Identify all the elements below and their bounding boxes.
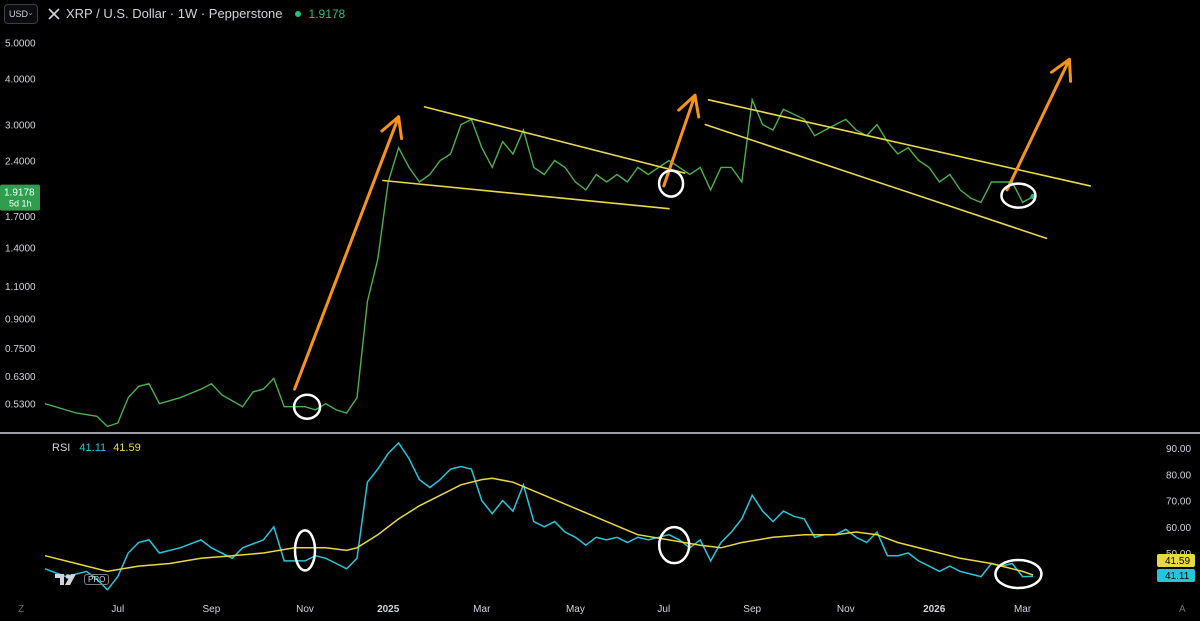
x-axis-label: Jul [657, 604, 670, 615]
price-tick-label: 0.7500 [5, 344, 36, 355]
symbol-name: XRP / U.S. Dollar · 1W · Pepperstone [66, 6, 283, 21]
rsi-tick-label: 80.00 [1166, 470, 1191, 481]
rsi-ma-value-tag [1157, 554, 1195, 567]
trendline-lower [382, 179, 670, 210]
price-tick-label: 0.9000 [5, 314, 36, 325]
rsi-value: 41.11 [79, 442, 107, 454]
x-axis-label: Mar [473, 604, 491, 615]
x-axis-label: Nov [296, 604, 314, 615]
arrow-target [1005, 57, 1071, 192]
price-tick-label: 4.0000 [5, 74, 36, 85]
currency-label: USD [9, 9, 29, 19]
auto-scale-button[interactable]: A [1179, 604, 1186, 615]
arrow-target-head [1050, 57, 1073, 83]
trendline-upper [423, 106, 686, 174]
rsi-tick-label: 60.00 [1166, 523, 1191, 534]
x-axis-label: Jul [111, 604, 124, 615]
x-axis-label: Sep [203, 604, 221, 615]
scale-left-z-button[interactable]: Z [18, 604, 25, 615]
rsi-name: RSI [52, 442, 71, 454]
badge-price: 1.9178 [4, 188, 35, 199]
price-tick-label: 5.0000 [5, 38, 36, 49]
arrow-breakout-1-head [380, 115, 404, 141]
rsi-legend[interactable]: RSI 41.11 41.59 [52, 442, 141, 454]
x-axis-label: Mar [1014, 604, 1032, 615]
x-axis-label: Sep [743, 604, 761, 615]
x-axis-label: May [566, 604, 585, 615]
price-tick-label: 1.4000 [5, 243, 36, 254]
price-badge [0, 184, 40, 211]
rsi-value-tag [1157, 569, 1195, 582]
currency-button[interactable]: USD ⌄ [4, 4, 38, 24]
price-tick-label: 2.4000 [5, 157, 36, 168]
pro-badge: PRO [84, 573, 110, 585]
badge-countdown: 5d 1h [9, 199, 32, 209]
rsi-tick-label: 90.00 [1166, 444, 1191, 455]
tradingview-logo[interactable]: PRO [55, 572, 110, 586]
symbol-title[interactable]: XRP / U.S. Dollar · 1W · Pepperstone 1.9… [48, 6, 345, 21]
circle-price-3 [1000, 182, 1037, 209]
arrow-breakout-2-head [677, 93, 701, 119]
x-axis-label: 2026 [923, 604, 946, 615]
rsi-tick-label: 70.00 [1166, 497, 1191, 508]
rsi-value-tag-text: 41.11 [1165, 571, 1190, 582]
circle-rsi-3 [994, 558, 1043, 590]
xrp-logo-icon [48, 7, 60, 20]
price-line [44, 97, 1034, 428]
circle-rsi-1 [293, 529, 317, 572]
rsi-ma-line [44, 477, 1034, 576]
circle-price-1 [292, 393, 322, 420]
chevron-down-icon: ⌄ [27, 8, 34, 17]
channel-upper [707, 99, 1091, 187]
channel-lower [704, 123, 1048, 240]
rsi-line [44, 441, 1034, 591]
tv-logo-icon [55, 574, 76, 585]
rsi-ma-value: 41.59 [113, 442, 141, 454]
price-tick-label: 3.0000 [5, 121, 36, 132]
market-status-dot [294, 10, 301, 17]
circle-rsi-2 [657, 525, 691, 565]
price-tick-label: 0.5300 [5, 400, 36, 411]
last-price: 1.9178 [308, 6, 346, 21]
x-axis-label: Nov [837, 604, 855, 615]
price-tick-label: 1.7000 [5, 212, 36, 223]
rsi-ma-value-tag-text: 41.59 [1165, 556, 1190, 567]
price-tick-label: 1.1000 [5, 282, 36, 293]
x-axis-label: 2025 [377, 604, 400, 615]
circle-price-2 [657, 169, 685, 198]
arrow-breakout-1 [293, 115, 401, 391]
price-tick-label: 0.6300 [5, 372, 36, 383]
